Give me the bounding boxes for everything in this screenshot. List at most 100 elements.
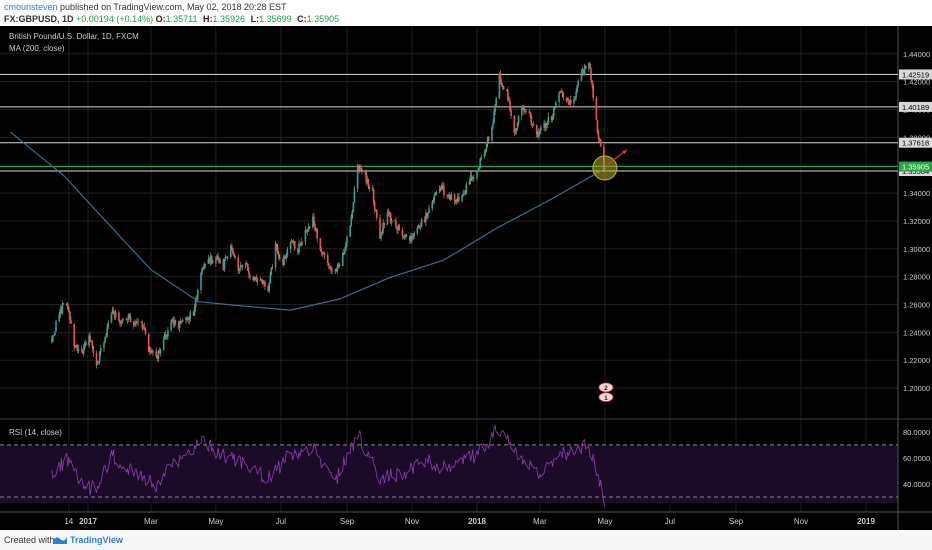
price-tick-label: 1.20000: [903, 384, 930, 393]
candle-body: [299, 243, 301, 246]
candle-body: [581, 68, 584, 72]
instrument-legend[interactable]: British Pound/U.S. Dollar, 1D, FXCM: [9, 32, 139, 41]
rsi-legend[interactable]: RSI (14, close): [9, 428, 62, 437]
candle-body: [479, 158, 481, 168]
candle-body: [558, 93, 560, 103]
candle-body: [523, 105, 525, 111]
author-link[interactable]: cmounsteven: [4, 2, 58, 12]
candle-body: [58, 314, 61, 322]
candle-body: [151, 350, 153, 353]
candle-body: [201, 268, 203, 274]
ma-legend[interactable]: MA (200, close): [9, 44, 65, 53]
candle-body: [418, 226, 421, 228]
candle-body: [119, 320, 121, 324]
candle-body: [222, 260, 225, 270]
candle-body: [125, 318, 128, 320]
created-with-label: Created with: [4, 535, 55, 545]
time-tick-label: 2018: [468, 517, 486, 526]
price-tick-label: 1.34000: [903, 189, 930, 198]
candle-body: [361, 169, 363, 171]
candle-body: [397, 225, 399, 230]
candle-body: [468, 180, 471, 185]
candle-body: [122, 319, 124, 321]
candle-body: [271, 267, 274, 269]
candle-body: [73, 323, 75, 347]
candle-body: [495, 98, 497, 106]
candle-body: [112, 310, 115, 312]
candle-body: [114, 312, 117, 318]
candle-body: [427, 212, 429, 218]
event-marker-label: 1: [604, 395, 608, 402]
candle-body: [457, 196, 459, 200]
candle-body: [441, 185, 443, 190]
level-price-label: 1.40189: [902, 103, 929, 112]
candle-body: [382, 222, 385, 232]
candle-body: [478, 167, 480, 170]
candle-body: [186, 317, 188, 319]
tradingview-logo-icon: [53, 537, 67, 544]
candle-body: [463, 193, 466, 195]
high-value: 1.35926: [212, 14, 246, 24]
candle-body: [60, 308, 63, 313]
candle-body: [261, 280, 264, 284]
candle-body: [520, 108, 523, 117]
candle-body: [501, 85, 504, 87]
candle-body: [425, 213, 427, 223]
candle-body: [91, 340, 94, 347]
rsi-tick-label: 60.0000: [903, 454, 930, 463]
candle-body: [149, 350, 151, 352]
candle-body: [528, 111, 531, 113]
candle-body: [167, 330, 169, 337]
candle-body: [293, 241, 296, 249]
candle-body: [448, 195, 451, 196]
candle-body: [241, 266, 244, 268]
candle-body: [240, 265, 243, 268]
candle-body: [494, 105, 496, 113]
candle-body: [143, 326, 146, 330]
candle-body: [394, 220, 396, 222]
candle-body: [173, 320, 176, 325]
candle-body: [66, 303, 69, 308]
candle-body: [127, 314, 130, 320]
candle-body: [374, 209, 377, 211]
time-tick-label: May: [597, 517, 612, 526]
candle-body: [59, 308, 62, 315]
candle-body: [420, 219, 423, 227]
time-tick-label: Mar: [533, 517, 547, 526]
candle-body: [597, 131, 600, 139]
rsi-tick-label: 40.0000: [903, 480, 930, 489]
candle-body: [346, 236, 348, 244]
candle-body: [439, 187, 442, 190]
chart-area[interactable]: 14 2017 Mar May Jul Sep Nov 2018 Mar May Jul Sep Nov…: [0, 26, 932, 530]
candle-body: [263, 281, 265, 284]
candle-body: [366, 178, 369, 183]
open-label: O:: [155, 14, 166, 24]
candle-body: [486, 137, 489, 145]
candle-body: [286, 249, 289, 256]
candle-body: [260, 280, 263, 281]
candle-body: [388, 213, 391, 214]
candle-body: [485, 144, 488, 150]
candle-body: [498, 73, 501, 99]
candle-body: [54, 331, 56, 336]
candle-body: [580, 71, 583, 81]
close-value: 1.35905: [306, 14, 340, 24]
candle-body: [454, 201, 457, 204]
candle-body: [159, 349, 162, 354]
candle-body: [210, 255, 213, 261]
candle-body: [410, 235, 412, 241]
candle-body: [357, 165, 360, 171]
candle-body: [390, 220, 393, 223]
tradingview-brand-link[interactable]: TradingView: [70, 535, 123, 545]
candle-body: [55, 321, 57, 332]
candle-body: [232, 248, 234, 254]
candle-body: [383, 222, 386, 225]
time-tick-label: Nov: [405, 517, 419, 526]
candle-body: [289, 242, 292, 250]
candle-body: [319, 238, 322, 251]
candle-body: [432, 200, 435, 203]
chart-canvas[interactable]: 14 2017 Mar May Jul Sep Nov 2018 Mar May Jul Sep Nov…: [0, 26, 932, 530]
candle-body: [462, 193, 464, 196]
candle-body: [141, 322, 144, 329]
candle-body: [484, 149, 487, 154]
